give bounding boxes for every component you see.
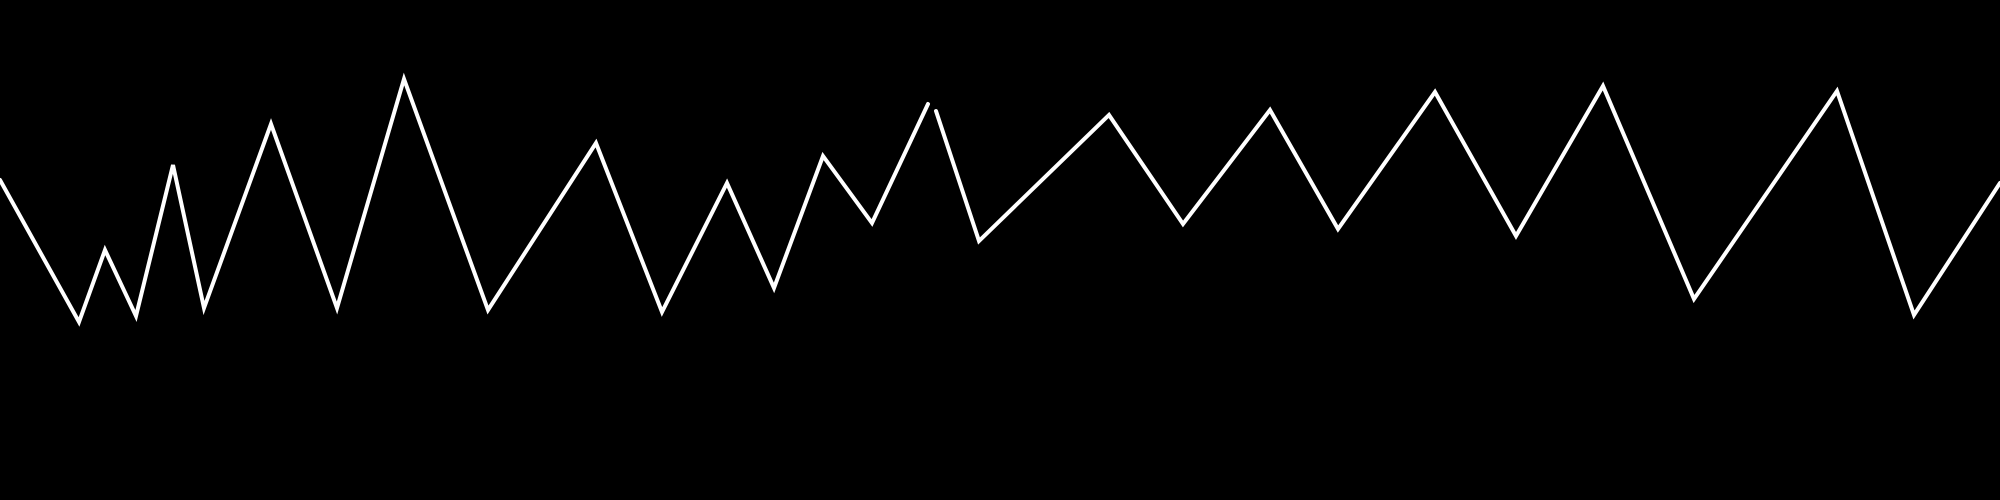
zigzag-segment [0,72,930,327]
zigzag-segment [934,81,2000,320]
zigzag-line [0,72,2000,327]
